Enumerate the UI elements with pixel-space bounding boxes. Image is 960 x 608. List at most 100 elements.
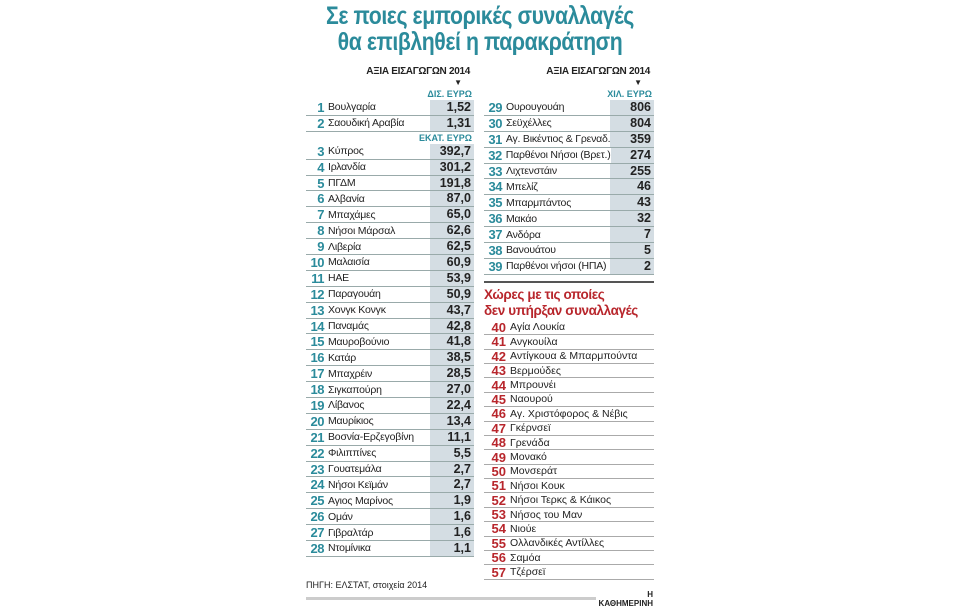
table-row: 7 Μπαχάμες 65,0: [306, 207, 474, 224]
no-trade-row: 42 Αντίγκουα & Μπαρμπούντα: [484, 348, 654, 364]
down-arrow-icon: ▼: [454, 78, 462, 87]
title-line-1: Σε ποιες εμπορικές συναλλαγές: [326, 2, 634, 30]
value: 22,4: [430, 398, 474, 413]
table-row: 30 Σεϋχέλλες 804: [484, 116, 654, 132]
country: Μονσεράτ: [510, 465, 558, 478]
rank: 32: [488, 147, 502, 163]
country: Ανδόρα: [506, 228, 541, 241]
no-trade-row: 44 Μπρουνέι: [484, 378, 654, 393]
table-row: 10 Μαλαισία 60,9: [306, 255, 474, 271]
value: 1,31: [430, 115, 474, 131]
no-trade-row: 51 Νήσοι Κουκ: [484, 478, 654, 494]
value: 28,5: [430, 366, 474, 382]
table-row: 32 Παρθένοι Νήσοι (Βρετ.) 274: [484, 148, 654, 164]
unit-label: ΔΙΣ. ΕΥΡΩ: [427, 89, 472, 99]
rank: 14: [310, 318, 325, 334]
table-row: 34 Μπελίζ 46: [484, 179, 654, 196]
table-row: 29 Ουρουγουάη 806: [484, 100, 654, 116]
value: 1,6: [430, 509, 474, 525]
brand-logo: Η ΚΑΘΗΜΕΡΙΝΗ: [598, 590, 653, 608]
table-row: 26 Ομάν 1,6: [306, 509, 474, 526]
table-row: 28 Ντομίνικα 1,1: [306, 541, 474, 557]
rank: 49: [491, 449, 506, 465]
table-row: 18 Σιγκαπούρη 27,0: [306, 382, 474, 399]
country: Σιγκαπούρη: [328, 383, 382, 396]
value: 191,8: [430, 175, 474, 191]
no-trade-row: 43 Βερμούδες: [484, 363, 654, 379]
rank: 42: [491, 348, 506, 364]
rank: 53: [491, 507, 506, 523]
country: Αντίγκουα & Μπαρμπούντα: [510, 350, 638, 363]
table-row: 31 Αγ. Βικέντιος & Γρεναδ. 359: [484, 132, 654, 148]
country: Ουρουγουάη: [506, 101, 565, 114]
value: 62,5: [430, 239, 474, 255]
rank: 45: [491, 391, 506, 407]
rank: 13: [310, 302, 325, 318]
table-row: 19 Λίβανος 22,4: [306, 398, 474, 414]
country: Μακάο: [506, 212, 537, 225]
rank: 7: [317, 207, 324, 223]
value: 27,0: [430, 382, 474, 398]
rank: 2: [317, 115, 324, 131]
country: Γρενάδα: [510, 436, 550, 449]
country: Αγ. Βικέντιος & Γρεναδ.: [505, 133, 611, 146]
country: Φιλιππίνες: [328, 447, 377, 460]
rank: 39: [488, 258, 503, 274]
rank: 18: [310, 382, 325, 398]
country: Μαλαισία: [328, 256, 370, 269]
table-row: 8 Νήσοι Μάρσαλ 62,6: [306, 223, 474, 240]
no-trade-heading: Χώρες με τις οποίες δεν υπήρξαν συναλλαγ…: [484, 283, 654, 321]
rank: 16: [310, 350, 325, 366]
left-column: ΑΞΙΑ ΕΙΣΑΓΩΓΩΝ 2014 ▼ ΔΙΣ. ΕΥΡΩ 1 Βουλγαρί…: [306, 66, 474, 557]
rank: 56: [491, 550, 506, 566]
country: Αγιος Μαρίνος: [328, 494, 393, 507]
table-row: 35 Μπαρμπάντος 43: [484, 195, 654, 212]
country: Μπαχρέιν: [328, 367, 373, 380]
rank: 31: [488, 131, 502, 147]
country: Παρθένοι νήσοι (ΗΠΑ): [506, 260, 607, 273]
table-row: 21 Βοσνία-Ερζεγοβίνη 11,1: [306, 430, 474, 446]
value: 32: [610, 211, 654, 227]
country: Σαμόα: [510, 551, 541, 564]
no-trade-row: 46 Αγ. Χριστόφορος & Νέβις: [484, 406, 654, 422]
table-row: 3 Κύπρος 392,7: [306, 144, 474, 160]
table-row: 37 Ανδόρα 7: [484, 227, 654, 244]
no-trade-row: 55 Ολλανδικές Αντίλλες: [484, 536, 654, 552]
value: 1,52: [430, 100, 474, 115]
country: Σαουδική Αραβία: [328, 117, 405, 130]
rank: 20: [310, 413, 325, 429]
rank: 5: [317, 175, 324, 191]
country: Αγ. Χριστόφορος & Νέβις: [510, 407, 628, 420]
value: 1,6: [430, 525, 474, 541]
table-row: 38 Βανουάτου 5: [484, 243, 654, 259]
rank: 23: [310, 461, 325, 477]
country: Λιχτενστάιν: [506, 165, 557, 177]
country: Ομάν: [328, 510, 353, 523]
value: 359: [610, 131, 654, 147]
rank: 46: [491, 406, 506, 422]
country: Μπελίζ: [506, 180, 538, 193]
value: 806: [610, 100, 654, 115]
value: 5: [610, 243, 654, 258]
country: Νήσος του Μαν: [510, 508, 583, 521]
table-row: 27 Γιβραλτάρ 1,6: [306, 525, 474, 542]
rank: 48: [491, 435, 506, 451]
rank: 47: [491, 420, 506, 436]
no-trade-row: 49 Μονακό: [484, 449, 654, 465]
table-row: 33 Λιχτενστάιν 255: [484, 164, 654, 180]
table-row: 14 Παναμάς 42,8: [306, 319, 474, 335]
rank: 57: [491, 564, 506, 580]
country: Νήσοι Μάρσαλ: [328, 224, 396, 237]
country: Ναουρού: [510, 393, 553, 406]
table-row: 4 Ιρλανδία 301,2: [306, 160, 474, 176]
country: Νήσοι Κουκ: [510, 479, 565, 492]
rank: 35: [488, 195, 503, 211]
unit-label: ΧΙΛ. ΕΥΡΩ: [607, 89, 652, 99]
rank: 8: [317, 223, 324, 239]
country: Παρθένοι Νήσοι (Βρετ.): [505, 149, 611, 162]
country: Μαυροβούνιο: [328, 335, 390, 348]
rank: 12: [310, 286, 325, 302]
value: 41,8: [430, 334, 474, 350]
no-trade-row: 53 Νήσος του Μαν: [484, 507, 654, 523]
country: Μπαρμπάντος: [506, 196, 572, 209]
